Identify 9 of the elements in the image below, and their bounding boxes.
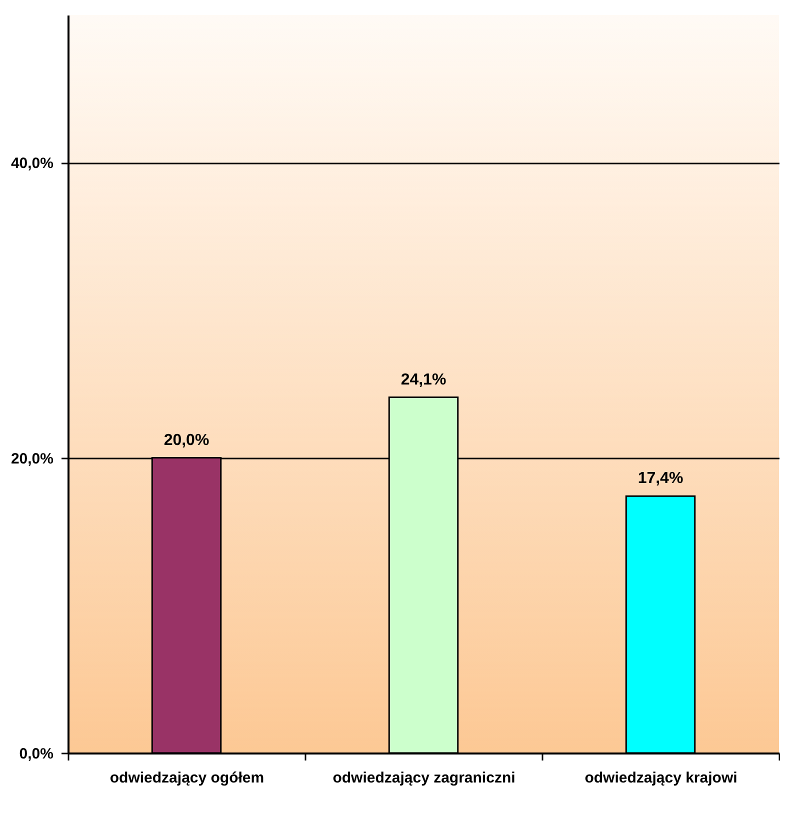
x-tick-label: odwiedzający krajowi — [584, 770, 738, 786]
x-tick-label: odwiedzający ogółem — [110, 770, 264, 786]
data-label: 17,4% — [638, 470, 684, 488]
data-label: 24,1% — [400, 371, 446, 388]
x-tick-label: odwiedzający zagraniczni — [332, 770, 516, 786]
y-tick-label: 20,0% — [10, 450, 54, 468]
data-label: 20,0% — [164, 432, 210, 449]
y-tick-label: 40,0% — [10, 155, 54, 172]
y-tick-label: 0,0% — [19, 746, 54, 762]
